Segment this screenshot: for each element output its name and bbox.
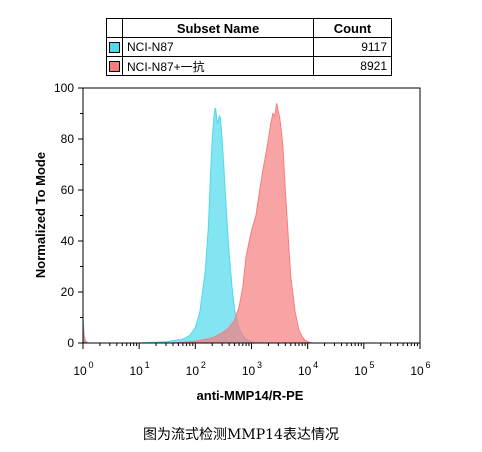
legend-table: Subset Name Count NCI-N87 9117 NCI-N87+一… bbox=[106, 18, 392, 76]
y-tick-label: 0 bbox=[67, 336, 74, 350]
y-tick-label: 80 bbox=[61, 132, 75, 146]
legend-row: NCI-N87 9117 bbox=[106, 37, 392, 57]
legend-row-count: 9117 bbox=[313, 37, 392, 57]
y-tick-label: 20 bbox=[61, 285, 75, 299]
y-tick-label: 100 bbox=[54, 81, 74, 95]
x-tick-exponent: 4 bbox=[313, 360, 318, 370]
series-area-nci-n87 bbox=[82, 107, 258, 344]
y-tick-label: 40 bbox=[61, 234, 75, 248]
x-tick-exponent: 2 bbox=[201, 360, 206, 370]
x-tick-label: 10 bbox=[242, 364, 256, 378]
x-tick-exponent: 3 bbox=[257, 360, 262, 370]
legend-row: NCI-N87+一抗 8921 bbox=[106, 56, 392, 76]
x-tick-label: 10 bbox=[354, 364, 368, 378]
legend-swatch bbox=[109, 42, 120, 54]
x-tick-exponent: 1 bbox=[145, 360, 150, 370]
legend-swatch bbox=[109, 61, 120, 73]
figure-caption: 图为流式检测MMP14表达情况 bbox=[143, 427, 339, 443]
y-axis-label: Normalized To Mode bbox=[33, 152, 48, 278]
y-tick-label: 60 bbox=[61, 183, 75, 197]
legend-row-name: NCI-N87+一抗 bbox=[122, 56, 314, 76]
x-tick-label: 10 bbox=[298, 364, 312, 378]
x-tick-label: 10 bbox=[410, 364, 424, 378]
legend-row-count: 8921 bbox=[313, 56, 392, 76]
x-tick-label: 10 bbox=[73, 364, 87, 378]
x-axis-label: anti-MMP14/R-PE bbox=[197, 388, 304, 403]
series-layer bbox=[82, 103, 313, 344]
x-tick-label: 10 bbox=[186, 364, 200, 378]
x-tick-exponent: 5 bbox=[369, 360, 374, 370]
series-area-nci-n87-primary-antibody bbox=[82, 103, 313, 344]
x-tick-label: 10 bbox=[129, 364, 143, 378]
legend-header-row: Subset Name Count bbox=[106, 18, 392, 38]
x-tick-exponent: 0 bbox=[88, 360, 93, 370]
x-tick-exponent: 6 bbox=[425, 360, 430, 370]
